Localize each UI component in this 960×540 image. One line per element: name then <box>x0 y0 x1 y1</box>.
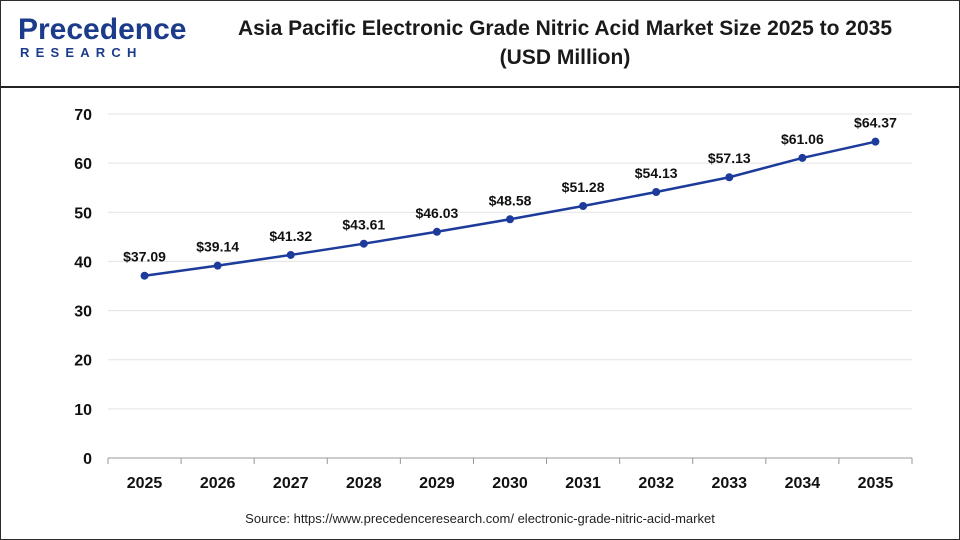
data-label: $64.37 <box>854 115 897 131</box>
y-tick-label: 20 <box>74 353 92 370</box>
data-label: $41.32 <box>269 228 312 244</box>
x-tick-label: 2027 <box>273 475 309 492</box>
x-tick-label: 2029 <box>419 475 455 492</box>
data-label: $57.13 <box>708 150 751 166</box>
header-divider <box>0 86 960 88</box>
series-line <box>144 140 876 277</box>
data-point <box>652 187 661 196</box>
y-tick-label: 30 <box>74 304 92 321</box>
x-tick-label: 2028 <box>346 475 382 492</box>
x-tick-label: 2030 <box>492 475 528 492</box>
data-label: $48.58 <box>489 192 532 208</box>
header: Precedence RESEARCH Asia Pacific Electro… <box>0 0 960 86</box>
data-label: $46.03 <box>415 205 458 221</box>
data-point <box>140 271 149 280</box>
data-point <box>432 227 441 236</box>
data-label: $43.61 <box>342 217 385 233</box>
logo-subtitle: RESEARCH <box>20 45 143 60</box>
data-point <box>725 173 734 182</box>
line-chart: 0 10 20 30 40 50 60 70 2025 2026 2027 2028 2029 2030 2… <box>0 90 960 500</box>
data-label: $51.28 <box>562 179 605 195</box>
chart-title: Asia Pacific Electronic Grade Nitric Aci… <box>190 14 940 72</box>
x-tick-label: 2032 <box>638 475 674 492</box>
y-tick-label: 10 <box>74 402 92 419</box>
source-note: Source: https://www.precedenceresearch.c… <box>245 511 715 526</box>
y-tick-label: 50 <box>74 205 92 222</box>
data-point <box>286 250 295 259</box>
x-tick-label: 2031 <box>565 475 601 492</box>
data-point <box>579 201 588 210</box>
data-label: $39.14 <box>196 239 239 255</box>
y-tick-label: 60 <box>74 156 92 173</box>
data-point <box>871 137 880 146</box>
x-tick-label: 2035 <box>858 475 894 492</box>
data-label: $61.06 <box>781 131 824 147</box>
chart-title-line-1: Asia Pacific Electronic Grade Nitric Aci… <box>237 17 892 40</box>
y-tick-label: 0 <box>83 451 92 468</box>
x-tick-label: 2033 <box>711 475 747 492</box>
data-label: $37.09 <box>123 249 166 265</box>
precedence-research-logo: Precedence RESEARCH <box>18 14 186 64</box>
data-point <box>798 153 807 162</box>
data-point <box>359 239 368 248</box>
data-point <box>213 261 222 270</box>
data-point <box>506 215 514 224</box>
x-tick-label: 2025 <box>127 475 163 492</box>
y-tick-label: 40 <box>74 254 92 271</box>
data-label: $54.13 <box>635 165 678 181</box>
logo-wordmark: Precedence <box>18 13 187 46</box>
x-tick-label: 2026 <box>200 475 236 492</box>
chart-title-line-2: (USD Million) <box>499 46 631 69</box>
y-tick-label: 70 <box>74 107 92 124</box>
x-tick-label: 2034 <box>785 475 821 492</box>
